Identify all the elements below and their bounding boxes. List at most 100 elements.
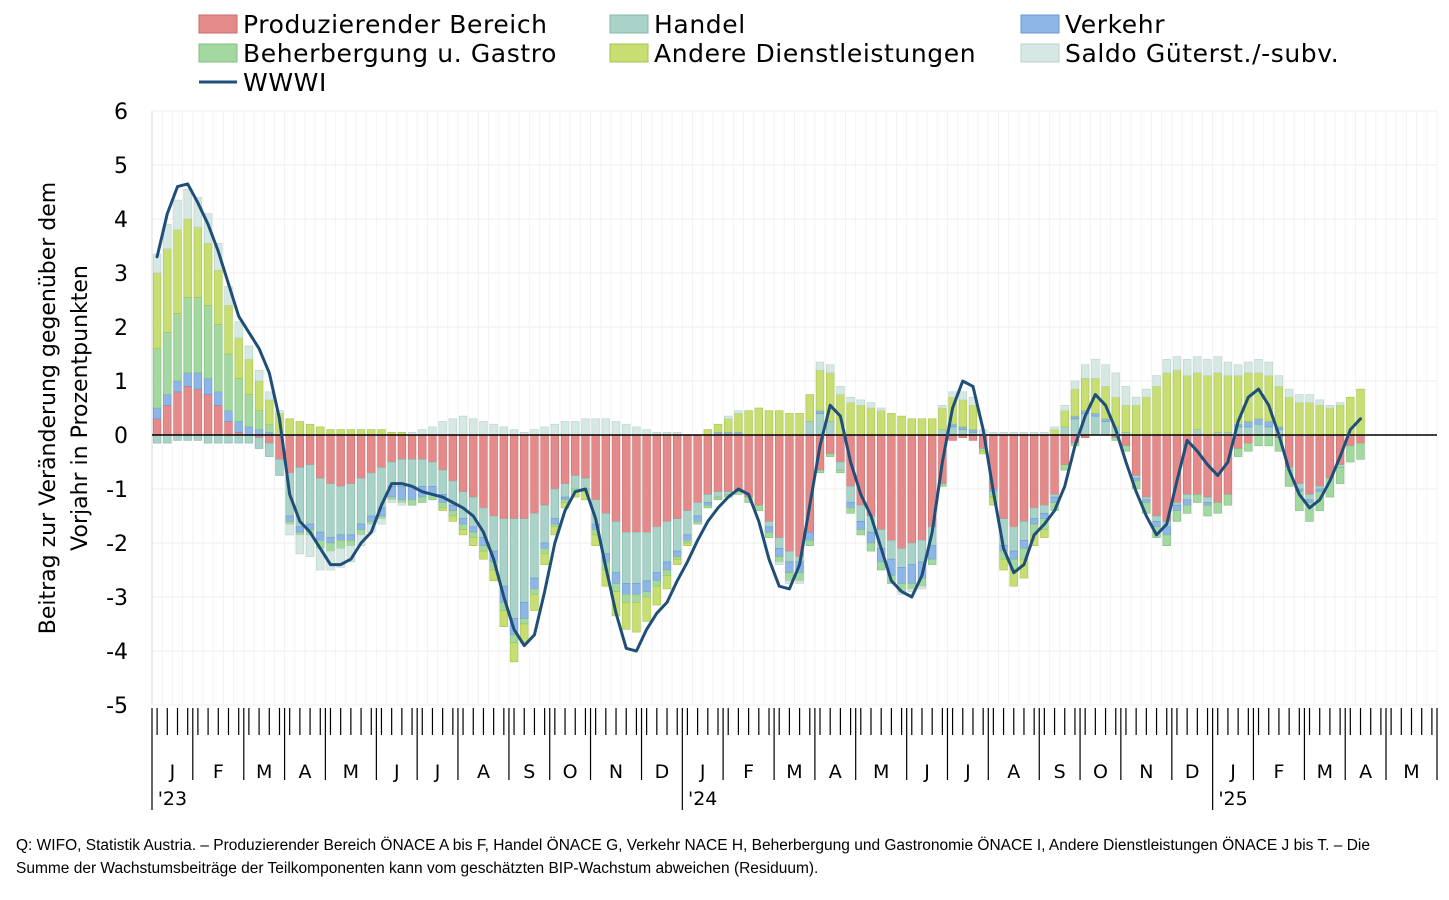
- bar-handel: [173, 434, 182, 441]
- bar-saldo: [1101, 364, 1110, 387]
- bar-andere: [1356, 388, 1365, 436]
- bar-handel: [571, 475, 580, 490]
- bar-beh: [438, 502, 447, 509]
- bar-andere: [448, 515, 458, 522]
- bar-saldo: [458, 415, 468, 436]
- bar-handel: [1244, 426, 1253, 436]
- bar-beh: [356, 529, 366, 536]
- x-month-label: M: [1317, 761, 1333, 783]
- bar-andere: [499, 610, 509, 628]
- bar-handel: [203, 434, 213, 444]
- bar-saldo: [1070, 380, 1080, 390]
- x-month-label: M: [343, 761, 359, 783]
- legend-label-verkehr: Verkehr: [1065, 10, 1165, 39]
- bar-prod: [509, 434, 519, 519]
- bar-beh: [877, 561, 886, 571]
- bar-andere: [1182, 375, 1192, 436]
- bar-handel: [530, 512, 539, 579]
- bar-andere: [509, 642, 519, 663]
- bar-prod: [479, 434, 488, 509]
- bar-handel: [826, 421, 835, 436]
- y-tick-label: -5: [106, 694, 128, 719]
- bar-verkehr: [968, 429, 978, 433]
- legend-swatch-beh: [198, 43, 238, 63]
- x-month-label: D: [655, 761, 670, 783]
- x-month-label: J: [1229, 761, 1236, 783]
- bar-andere: [1193, 372, 1202, 430]
- bar-andere: [764, 410, 774, 436]
- bar-andere: [458, 529, 468, 536]
- bar-prod: [438, 434, 447, 471]
- bar-saldo: [1213, 356, 1222, 374]
- y-tick-label: 5: [114, 154, 128, 179]
- legend: Produzierender Bereich Handel Verkehr Be…: [198, 10, 1339, 97]
- bar-saldo: [448, 418, 458, 436]
- bar-verkehr: [285, 515, 294, 522]
- bar-saldo: [826, 364, 835, 374]
- x-axis: J F M A M J J A S O N D J F M A M J J A S O N D J F M A M '23 '24 '25: [151, 708, 1438, 810]
- bar-andere: [856, 404, 865, 436]
- bar-andere: [193, 226, 203, 298]
- bar-saldo: [1284, 388, 1294, 398]
- bar-handel: [805, 421, 814, 436]
- bar-andere: [479, 550, 488, 560]
- bar-verkehr: [642, 580, 651, 592]
- bar-beh: [632, 593, 641, 603]
- bar-verkehr: [652, 572, 662, 582]
- wwwi-line-layer: [155, 182, 1363, 653]
- bar-saldo: [1233, 364, 1243, 376]
- bar-andere: [632, 602, 641, 633]
- bar-handel: [316, 477, 325, 533]
- bar-verkehr: [560, 496, 570, 501]
- y-tick-label: 3: [114, 262, 128, 287]
- bar-prod: [520, 434, 529, 519]
- bar-verkehr: [336, 534, 345, 541]
- bar-andere: [224, 305, 233, 355]
- bar-andere: [469, 537, 478, 546]
- bar-verkehr: [234, 421, 243, 433]
- bar-handel: [642, 531, 651, 582]
- x-month-label: J: [393, 761, 400, 783]
- bar-andere: [1305, 402, 1314, 436]
- bar-prod: [948, 434, 957, 441]
- bar-verkehr: [1203, 502, 1212, 506]
- bar-beh: [662, 569, 672, 576]
- bar-beh: [683, 539, 692, 544]
- bar-beh: [540, 548, 549, 555]
- bar-handel: [520, 518, 529, 603]
- bar-andere: [938, 407, 947, 430]
- bar-verkehr: [224, 410, 233, 422]
- bar-verkehr: [1264, 421, 1273, 428]
- bar-andere: [1203, 375, 1212, 436]
- bar-andere: [1050, 429, 1059, 436]
- bar-verkehr: [673, 550, 682, 557]
- bar-prod: [1121, 434, 1131, 447]
- bar-beh: [418, 496, 427, 503]
- bar-prod: [703, 434, 712, 495]
- x-month-label: J: [169, 761, 176, 783]
- bar-andere: [254, 380, 264, 412]
- y-tick-label: -1: [106, 478, 128, 503]
- bar-handel: [346, 483, 356, 536]
- bar-handel: [1009, 526, 1018, 552]
- bar-andere: [642, 596, 651, 622]
- bar-beh: [183, 296, 192, 374]
- legend-label-wwwi: WWWI: [243, 68, 327, 97]
- bar-saldo: [1080, 364, 1090, 379]
- bar-saldo: [550, 423, 560, 436]
- bar-saldo: [489, 423, 498, 436]
- bar-saldo: [254, 369, 264, 382]
- bar-andere: [805, 394, 814, 422]
- bar-prod: [530, 434, 539, 514]
- bar-beh: [611, 583, 621, 592]
- bar-beh: [1356, 442, 1365, 460]
- bar-beh: [479, 545, 488, 552]
- bar-prod: [418, 434, 427, 460]
- y-tick-label: 2: [114, 316, 128, 341]
- bar-beh: [550, 523, 560, 528]
- bar-andere: [785, 413, 794, 436]
- legend-swatch-handel: [609, 14, 649, 34]
- bar-beh: [407, 499, 417, 506]
- bar-prod: [1019, 434, 1029, 522]
- bar-prod: [571, 434, 580, 476]
